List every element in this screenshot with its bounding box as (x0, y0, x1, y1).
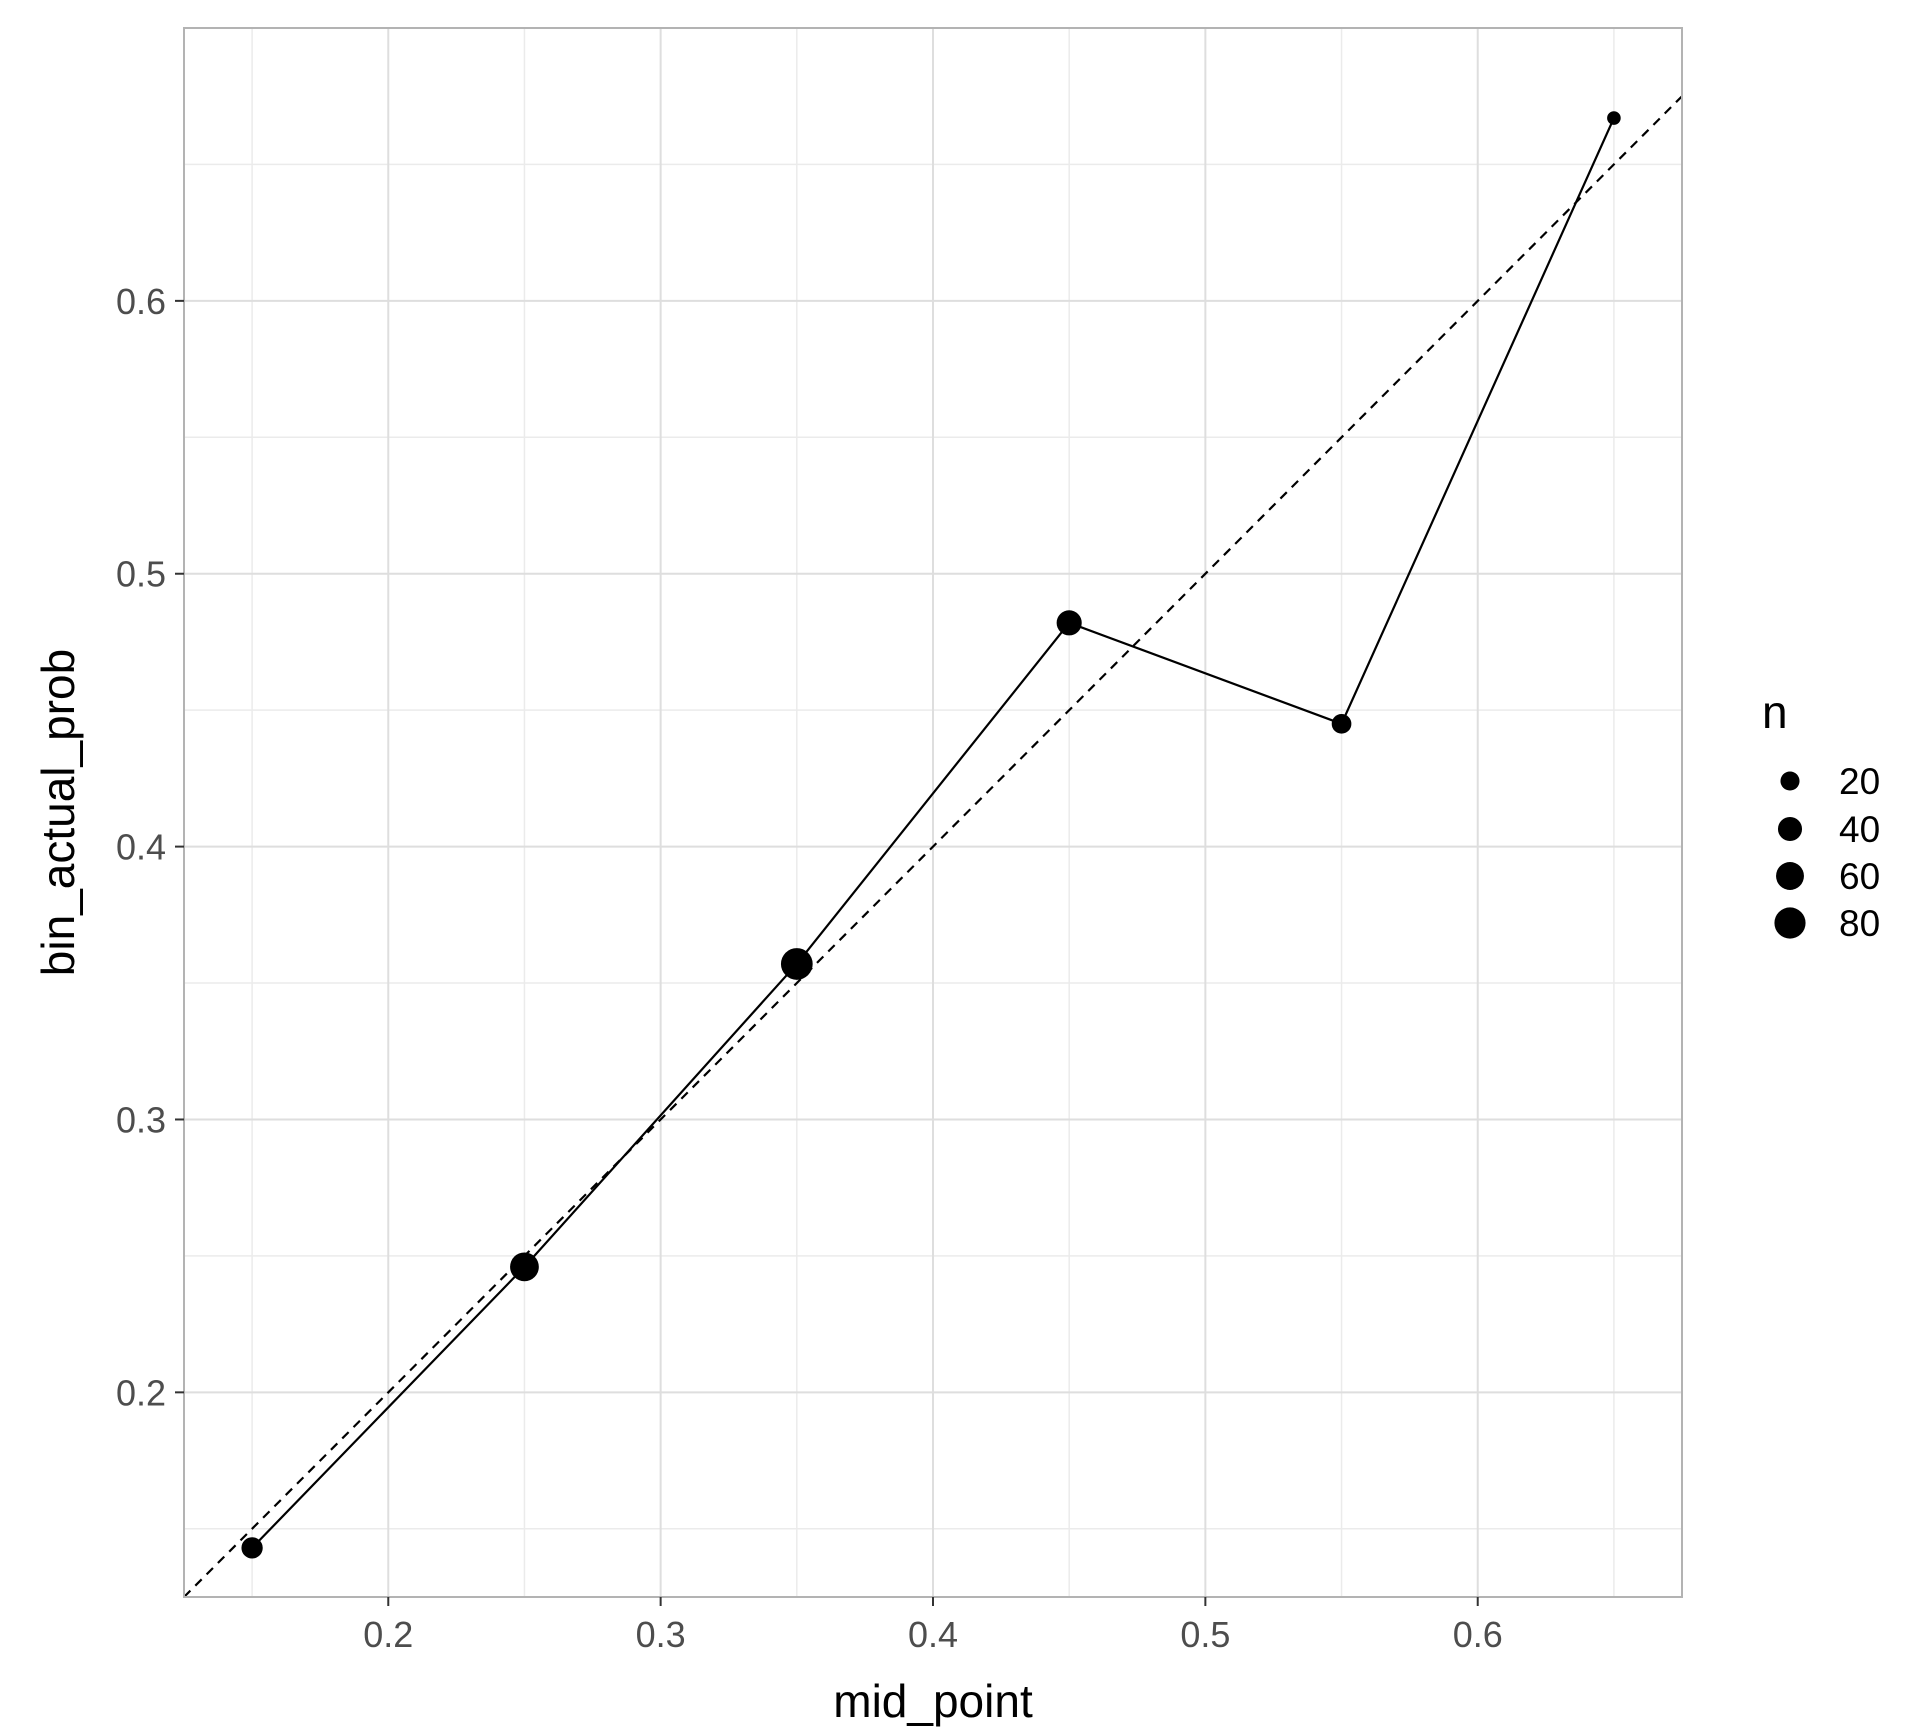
legend-label: 60 (1839, 856, 1880, 897)
legend-key (1780, 771, 1800, 791)
legend-label: 20 (1839, 761, 1880, 802)
x-tick-label: 0.6 (1453, 1614, 1503, 1655)
x-tick-label: 0.4 (908, 1614, 958, 1655)
x-axis-title: mid_point (833, 1675, 1033, 1727)
legend-key (1776, 862, 1804, 890)
legend-label: 40 (1839, 809, 1880, 850)
legend-key (1777, 816, 1803, 842)
y-axis-ticks: 0.2 0.3 0.4 0.5 0.6 (116, 281, 184, 1413)
data-point (1331, 713, 1352, 734)
y-tick-label: 0.2 (116, 1372, 166, 1413)
reference-layer (183, 95, 1683, 1598)
x-tick-label: 0.3 (636, 1614, 686, 1655)
x-tick-label: 0.2 (363, 1614, 413, 1655)
data-point (1056, 610, 1082, 636)
y-tick-label: 0.4 (116, 827, 166, 868)
legend-items: 20 40 60 80 (1774, 761, 1880, 944)
data-point (1607, 111, 1621, 125)
y-tick-label: 0.3 (116, 1099, 166, 1140)
data-point (241, 1537, 263, 1559)
series-layer (241, 111, 1621, 1559)
y-axis-title: bin_actual_prob (32, 649, 84, 976)
data-point (510, 1252, 539, 1282)
size-legend: n 20 40 60 80 (1762, 686, 1880, 944)
legend-label: 80 (1839, 903, 1880, 944)
y-tick-label: 0.5 (116, 554, 166, 595)
x-tick-label: 0.5 (1180, 1614, 1230, 1655)
legend-title: n (1762, 686, 1788, 738)
reference-dashed-line (183, 95, 1683, 1598)
legend-key (1774, 907, 1806, 939)
major-grid (184, 28, 1682, 1597)
x-axis-ticks: 0.2 0.3 0.4 0.5 0.6 (363, 1597, 1503, 1655)
y-tick-label: 0.6 (116, 281, 166, 322)
series-line (251, 117, 1615, 1549)
data-point (780, 948, 813, 980)
